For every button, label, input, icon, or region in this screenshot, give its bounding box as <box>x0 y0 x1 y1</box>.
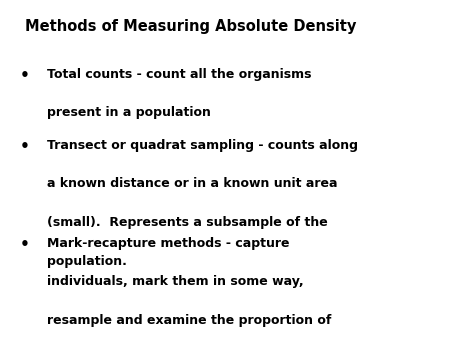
Text: population.: population. <box>47 255 127 268</box>
Text: Total counts - count all the organisms: Total counts - count all the organisms <box>47 68 312 80</box>
Text: individuals, mark them in some way,: individuals, mark them in some way, <box>47 275 304 288</box>
Text: •: • <box>20 68 30 82</box>
Text: a known distance or in a known unit area: a known distance or in a known unit area <box>47 177 338 190</box>
Text: •: • <box>20 139 30 153</box>
Text: Mark-recapture methods - capture: Mark-recapture methods - capture <box>47 237 290 249</box>
Text: resample and examine the proportion of: resample and examine the proportion of <box>47 314 332 327</box>
Text: Transect or quadrat sampling - counts along: Transect or quadrat sampling - counts al… <box>47 139 358 151</box>
Text: present in a population: present in a population <box>47 106 211 119</box>
Text: •: • <box>20 237 30 251</box>
Text: (small).  Represents a subsample of the: (small). Represents a subsample of the <box>47 216 328 229</box>
Text: Methods of Measuring Absolute Density: Methods of Measuring Absolute Density <box>25 19 356 33</box>
